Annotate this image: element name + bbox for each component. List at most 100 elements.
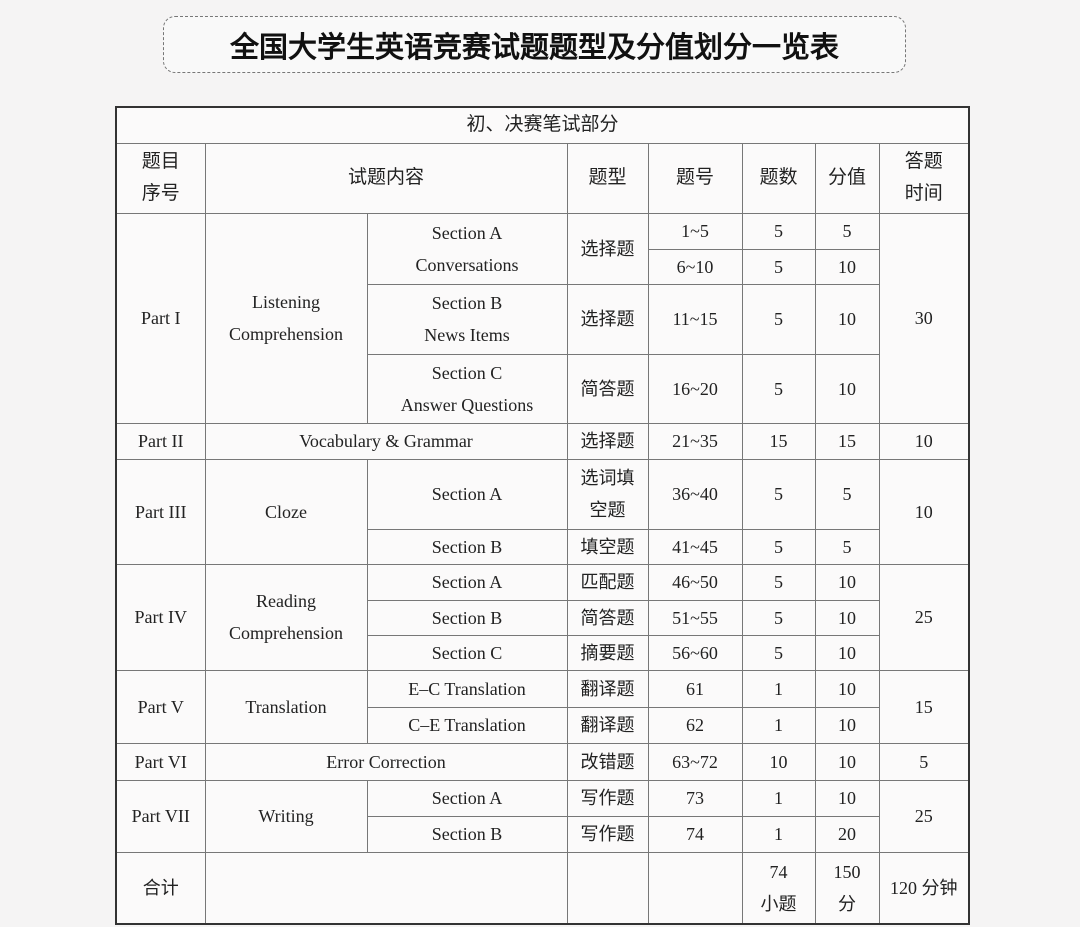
table-caption: 初、决赛笔试部分: [115, 106, 970, 144]
cell: 46~50: [647, 563, 743, 601]
cell: 16~20: [647, 353, 743, 424]
score-table: 初、决赛笔试部分 题目 序号 试题内容 题型 题号 题数 分值 答题 时间 Pa…: [115, 106, 970, 925]
cell: Section C Answer Questions: [366, 353, 568, 424]
header-cell: 题目 序号: [115, 142, 206, 214]
cell: 10: [814, 599, 880, 636]
cell: 41~45: [647, 528, 743, 565]
header-cell: 分值: [814, 142, 880, 214]
table-row: Part VI Error Correction 改错题 63~72 10 10…: [115, 742, 970, 781]
cell: 5: [741, 528, 816, 565]
cell: 写作题: [566, 779, 649, 817]
cell: Part VI: [115, 742, 206, 781]
cell: Section A: [366, 779, 568, 817]
cell: [647, 851, 743, 925]
cell: 51~55: [647, 599, 743, 636]
cell: 5: [814, 212, 880, 250]
table-row: Part VII Writing Section A 写作题 73 1 10 2…: [115, 779, 970, 853]
cell: 10: [878, 422, 970, 460]
cell: Section A: [366, 458, 568, 530]
cell: 5: [741, 599, 816, 636]
cell: 1: [741, 706, 816, 744]
cell: Error Correction: [204, 742, 568, 781]
cell: 10: [878, 458, 970, 565]
table-row: Part I Listening Comprehension Section A…: [115, 212, 970, 424]
cell: Part I: [115, 212, 206, 424]
cell: 63~72: [647, 742, 743, 781]
cell: 30: [878, 212, 970, 424]
cell: 74: [647, 815, 743, 853]
cell: Part III: [115, 458, 206, 565]
header-cell: 题型: [566, 142, 649, 214]
table-row: C–E Translation 翻译题 62 1 10: [116, 706, 969, 744]
cell: 73: [647, 779, 743, 817]
cell: 5: [741, 563, 816, 601]
cell: 5: [741, 634, 816, 671]
cell: 1: [741, 815, 816, 853]
cell: 150 分: [814, 851, 880, 925]
header-cell: 试题内容: [204, 142, 568, 214]
table-row: Section C Answer Questions 简答题 16~20 5 1…: [116, 353, 969, 424]
cell: 1: [741, 779, 816, 817]
cell: C–E Translation: [366, 706, 568, 744]
cell: 5: [741, 283, 816, 355]
cell: Translation: [204, 669, 368, 744]
cell: 74 小题: [741, 851, 816, 925]
cell: 36~40: [647, 458, 743, 530]
cell: 25: [878, 563, 970, 671]
cell: 10: [814, 283, 880, 355]
cell: 10: [814, 706, 880, 744]
cell: 匹配题: [566, 563, 649, 601]
cell: 120 分钟: [878, 851, 970, 925]
cell: 1: [741, 669, 816, 708]
cell: Section A Conversations: [366, 212, 568, 285]
cell: 选择题: [566, 422, 649, 460]
cell: 10: [814, 779, 880, 817]
cell: 5: [814, 528, 880, 565]
cell: 10: [814, 634, 880, 671]
cell: 填空题: [566, 528, 649, 565]
cell: Vocabulary & Grammar: [204, 422, 568, 460]
table-row: Section B News Items 选择题 11~15 5 10: [116, 283, 969, 355]
cell: 5: [741, 353, 816, 424]
cell: 5: [741, 458, 816, 530]
cell: Section B: [366, 528, 568, 565]
cell: 10: [814, 353, 880, 424]
cell: Section B: [366, 599, 568, 636]
cell: 10: [814, 563, 880, 601]
cell: 5: [741, 248, 816, 285]
cell: 11~15: [647, 283, 743, 355]
cell: Part V: [115, 669, 206, 744]
header-cell: 题数: [741, 142, 816, 214]
cell: Part II: [115, 422, 206, 460]
table-row: Part III Cloze Section A 选词填 空题 36~40 5 …: [115, 458, 970, 565]
cell: 写作题: [566, 815, 649, 853]
table-row: Section B 填空题 41~45 5 5: [116, 528, 969, 565]
cell: 25: [878, 779, 970, 853]
table-row: Section B 简答题 51~55 5 10: [116, 599, 969, 636]
cell: 合计: [115, 851, 206, 925]
cell: 62: [647, 706, 743, 744]
cell: 56~60: [647, 634, 743, 671]
cell: 5: [814, 458, 880, 530]
header-cell: 题号: [647, 142, 743, 214]
cell: 10: [741, 742, 816, 781]
table-row: Part IV Reading Comprehension Section A …: [115, 563, 970, 671]
cell: 61: [647, 669, 743, 708]
table-row: 6~10 5 10: [116, 248, 969, 285]
cell: 翻译题: [566, 669, 649, 708]
page-title: 全国大学生英语竞赛试题题型及分值划分一览表: [229, 29, 839, 64]
cell: Section C: [366, 634, 568, 671]
cell: 1~5: [647, 212, 743, 250]
cell: 简答题: [566, 599, 649, 636]
cell: Part IV: [115, 563, 206, 671]
cell: 15: [741, 422, 816, 460]
cell: 10: [814, 669, 880, 708]
cell: 20: [814, 815, 880, 853]
cell: Listening Comprehension: [204, 212, 368, 424]
cell: Cloze: [204, 458, 368, 565]
table-caption-row: 初、决赛笔试部分: [115, 106, 970, 144]
cell: 10: [814, 742, 880, 781]
cell: Section A: [366, 563, 568, 601]
cell: 翻译题: [566, 706, 649, 744]
cell: 选择题: [566, 283, 649, 355]
